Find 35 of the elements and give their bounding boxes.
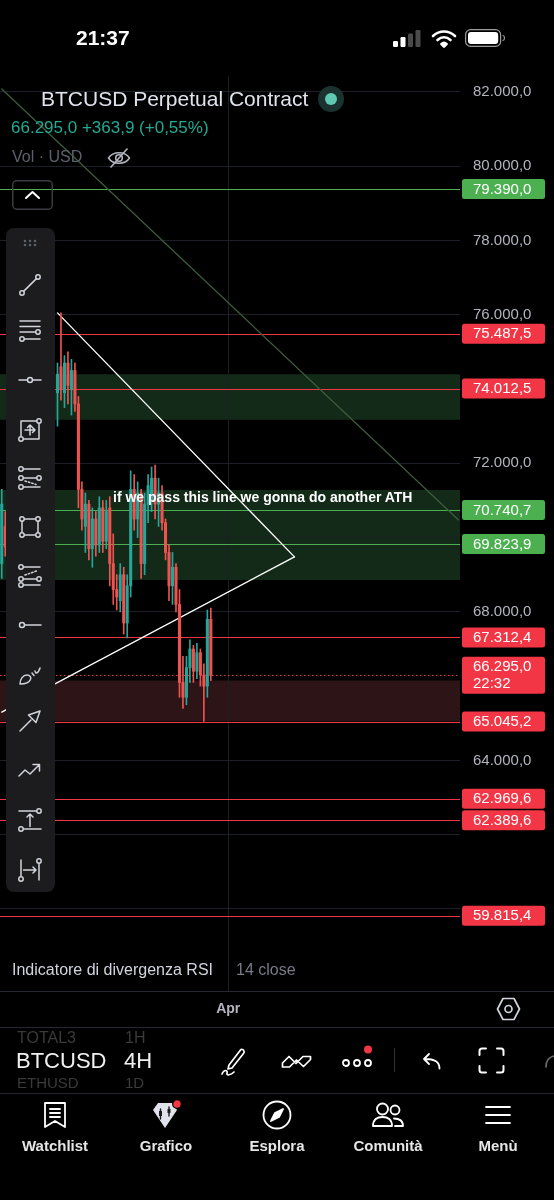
text: 1H (125, 1028, 146, 1048)
text: BTCUSD (16, 1047, 107, 1075)
text: TOTAL3 (17, 1028, 76, 1048)
x-tick-label: Apr (216, 1000, 241, 1017)
text: Menù (478, 1137, 518, 1155)
text: Watchlist (21, 1137, 89, 1155)
y-tick-label: 64.000,0 (473, 750, 532, 768)
y-tick-label: 80.000,0 (473, 156, 532, 174)
text: Comunità (353, 1137, 423, 1155)
ref-line-label: 62.389,6 (473, 810, 532, 828)
y-tick-label: 82.000,0 (473, 82, 532, 100)
text: BTCUSD Perpetual Contract (41, 86, 309, 112)
text: 1D (125, 1074, 145, 1092)
ref-line-label: 70.740,7 (473, 500, 532, 518)
ref-line-label: 65.045,2 (473, 712, 532, 730)
ref-line-label: 67.312,4 (473, 628, 532, 646)
ref-line-label: 66.295,0 22:32 (473, 657, 532, 692)
y-tick-label: 78.000,0 (473, 230, 532, 248)
ref-line-label: 69.823,9 (473, 534, 532, 552)
y-tick-label: 72.000,0 (473, 453, 532, 471)
text: Esplora (249, 1137, 305, 1155)
ref-line-label: 79.390,0 (473, 179, 532, 197)
ref-line-label: 74.012,5 (473, 379, 532, 397)
ref-line-label: 62.969,6 (473, 789, 532, 807)
text: 21:37 (76, 25, 130, 51)
ref-line-label: 59.815,4 (473, 906, 532, 924)
annotation: 14 close (236, 960, 296, 980)
y-tick-label: 68.000,0 (473, 601, 532, 619)
text: 66.295,0 +363,9 (+0,55%) (11, 117, 209, 139)
text: 4H (124, 1047, 153, 1075)
text: ETHUSD (17, 1074, 79, 1092)
annotation: Indicatore di divergenza RSI (12, 960, 213, 980)
text: Grafico (139, 1137, 193, 1155)
y-tick-label: 76.000,0 (473, 304, 532, 322)
ref-line-label: 75.487,5 (473, 324, 532, 342)
